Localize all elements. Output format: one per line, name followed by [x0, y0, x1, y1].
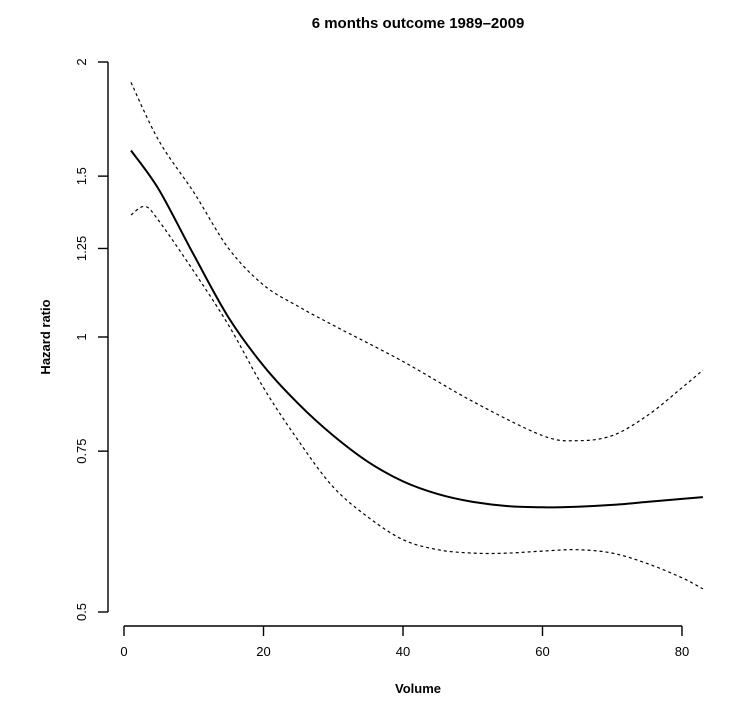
- x-tick-label: 80: [675, 644, 689, 659]
- y-axis-ticks: 0.5 0.75 1 1.25 1.5 2: [74, 58, 108, 621]
- estimate-line: [130, 149, 703, 509]
- chart-title: 6 months outcome 1989–2009: [312, 15, 525, 32]
- lower-ci-line: [130, 205, 704, 590]
- series-group: [130, 82, 704, 590]
- y-tick-label: 1: [74, 333, 89, 340]
- y-tick-label: 0.5: [74, 603, 89, 621]
- y-axis-label: Hazard ratio: [38, 299, 53, 374]
- y-tick-label: 2: [74, 58, 89, 65]
- y-tick-label: 0.75: [74, 438, 89, 463]
- y-tick-label: 1.25: [74, 236, 89, 261]
- x-tick-label: 40: [396, 644, 410, 659]
- upper-ci-line: [130, 82, 704, 442]
- x-axis-ticks: 0 20 40 60 80: [120, 626, 689, 659]
- x-axis-label: Volume: [395, 681, 441, 696]
- x-tick-label: 20: [256, 644, 270, 659]
- x-tick-label: 60: [535, 644, 549, 659]
- x-tick-label: 0: [120, 644, 127, 659]
- y-tick-label: 1.5: [74, 167, 89, 185]
